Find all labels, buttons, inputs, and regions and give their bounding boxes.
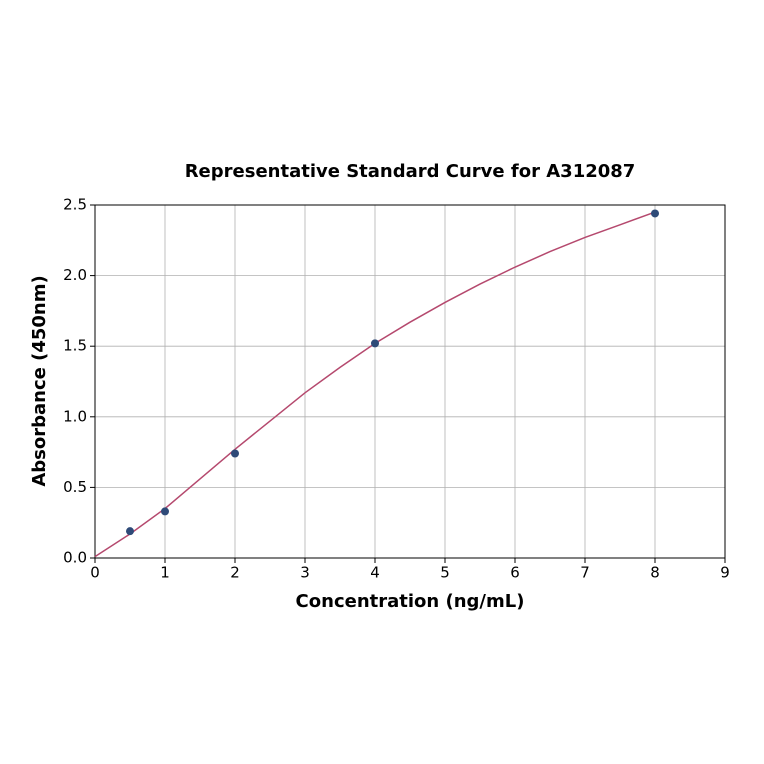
x-tick-label: 3 (300, 564, 310, 582)
x-tick-label: 0 (90, 564, 100, 582)
y-tick-label: 0.0 (63, 549, 87, 567)
x-tick-label: 7 (580, 564, 590, 582)
y-tick-label: 0.5 (63, 478, 87, 496)
data-point (126, 527, 134, 536)
x-axis-label: Concentration (ng/mL) (296, 591, 525, 612)
x-tick-label: 6 (510, 564, 520, 582)
y-tick-label: 1.5 (63, 337, 87, 355)
plot-frame (94, 204, 726, 559)
y-axis-label: Absorbance (450nm) (29, 275, 50, 486)
data-point (371, 339, 379, 348)
x-tick-label: 5 (440, 564, 450, 582)
y-tick-label: 1.0 (63, 407, 87, 425)
data-point (651, 209, 659, 218)
x-tick-label: 2 (230, 564, 240, 582)
data-point (161, 507, 169, 516)
chart-title: Representative Standard Curve for A31208… (185, 161, 636, 182)
x-tick-label: 8 (650, 564, 660, 582)
x-tick-label: 9 (720, 564, 730, 582)
data-point (231, 449, 239, 458)
y-tick-label: 2.0 (63, 266, 87, 284)
y-tick-label: 2.5 (63, 196, 87, 214)
x-tick-label: 1 (160, 564, 170, 582)
x-tick-label: 4 (370, 564, 380, 582)
